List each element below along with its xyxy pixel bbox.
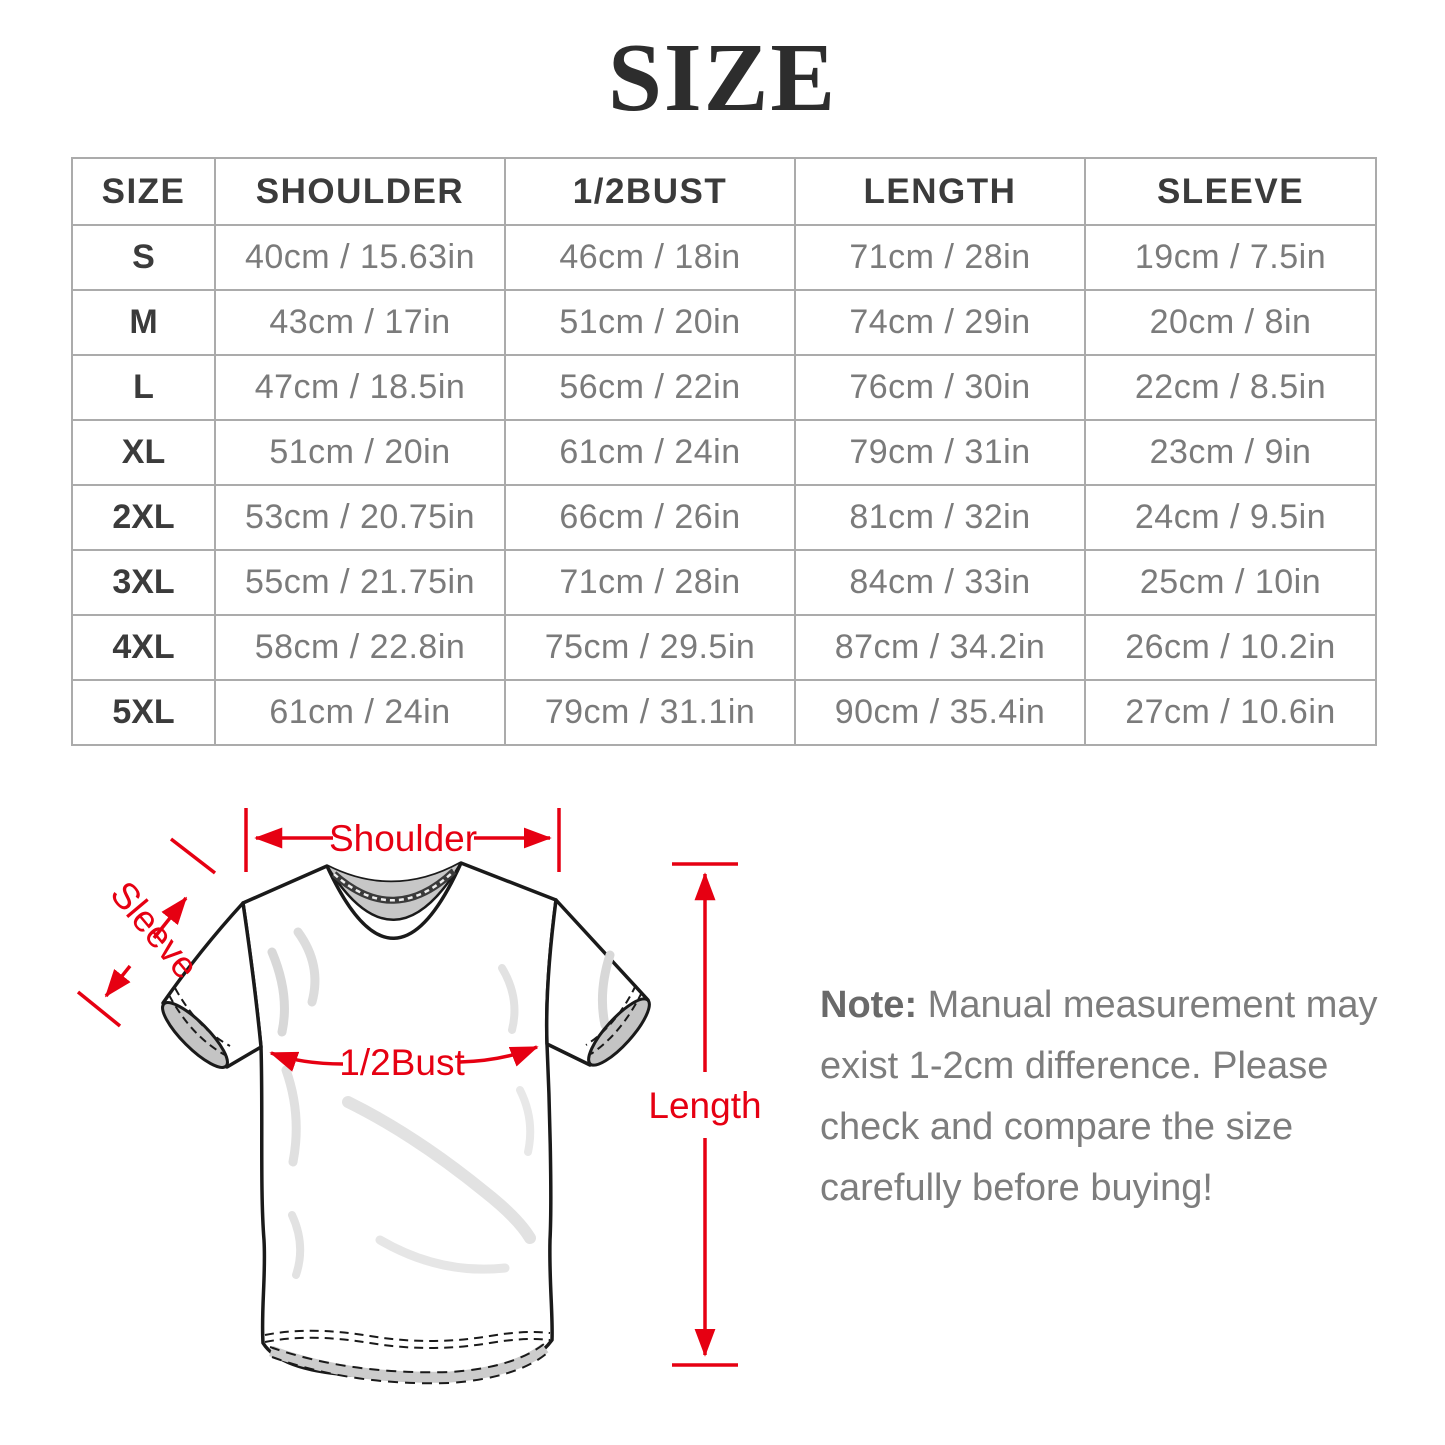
note-line: exist 1-2cm difference. Please — [820, 1045, 1329, 1087]
right-cuff-opening — [587, 997, 651, 1067]
length-cell: 84cm / 33in — [794, 549, 1086, 616]
table-row: S 40cm / 15.63in 46cm / 18in 71cm / 28in… — [71, 224, 1377, 291]
sleeve-dimension-label: Sleeve — [103, 873, 207, 986]
half-bust-cell: 71cm / 28in — [504, 549, 796, 616]
header-cell-length: LENGTH — [794, 157, 1086, 226]
size-cell: L — [71, 354, 216, 421]
header-cell-sleeve: SLEEVE — [1084, 157, 1377, 226]
size-table: SIZE SHOULDER 1/2BUST LENGTH SLEEVE S 40… — [71, 157, 1377, 746]
table-header-row: SIZE SHOULDER 1/2BUST LENGTH SLEEVE — [71, 157, 1377, 226]
shoulder-cell: 40cm / 15.63in — [214, 224, 506, 291]
dimension-lines — [76, 808, 738, 1367]
size-cell: M — [71, 289, 216, 356]
half-bust-cell: 46cm / 18in — [504, 224, 796, 291]
note-line: Note: Manual measurement may — [820, 975, 1380, 1036]
table-row: XL 51cm / 20in 61cm / 24in 79cm / 31in 2… — [71, 419, 1377, 486]
hem-band — [269, 1343, 549, 1383]
shoulder-cell: 51cm / 20in — [214, 419, 506, 486]
shoulder-cell: 47cm / 18.5in — [214, 354, 506, 421]
sleeve-cell: 23cm / 9in — [1084, 419, 1377, 486]
length-cell: 76cm / 30in — [794, 354, 1086, 421]
header-cell-half-bust: 1/2BUST — [504, 157, 796, 226]
sleeve-arrow-down — [104, 964, 132, 998]
size-cell: 3XL — [71, 549, 216, 616]
size-cell: 5XL — [71, 679, 216, 746]
table-row: 3XL 55cm / 21.75in 71cm / 28in 84cm / 33… — [71, 549, 1377, 616]
header-cell-shoulder: SHOULDER — [214, 157, 506, 226]
tshirt-body — [241, 861, 558, 1379]
sleeve-cell: 26cm / 10.2in — [1084, 614, 1377, 681]
bust-arrow-right — [459, 1045, 539, 1067]
note-prefix: Note: — [820, 984, 918, 1026]
table-row: 5XL 61cm / 24in 79cm / 31.1in 90cm / 35.… — [71, 679, 1377, 746]
shoulder-cell: 53cm / 20.75in — [214, 484, 506, 551]
length-cell: 79cm / 31in — [794, 419, 1086, 486]
table-row: 4XL 58cm / 22.8in 75cm / 29.5in 87cm / 3… — [71, 614, 1377, 681]
sleeve-cell: 19cm / 7.5in — [1084, 224, 1377, 291]
bust-arrow-left — [269, 1051, 344, 1072]
size-cell: 4XL — [71, 614, 216, 681]
length-dimension-label: Length — [648, 1085, 761, 1126]
half-bust-cell: 66cm / 26in — [504, 484, 796, 551]
size-cell: 2XL — [71, 484, 216, 551]
shoulder-cell: 55cm / 21.75in — [214, 549, 506, 616]
note-line: carefully before buying! — [820, 1167, 1213, 1209]
shoulder-cell: 43cm / 17in — [214, 289, 506, 356]
wrinkle-shading — [281, 927, 536, 1279]
shoulder-cell: 58cm / 22.8in — [214, 614, 506, 681]
half-bust-cell: 75cm / 29.5in — [504, 614, 796, 681]
tshirt-diagram: Shoulder Sleeve 1/2Bust Length — [76, 808, 762, 1385]
note-line-1: Manual measurement may — [927, 984, 1378, 1026]
shoulder-dimension-label: Shoulder — [329, 818, 477, 859]
sleeve-cell: 27cm / 10.6in — [1084, 679, 1377, 746]
half-bust-cell: 61cm / 24in — [504, 419, 796, 486]
size-cell: S — [71, 224, 216, 291]
page-title: SIZE — [607, 24, 838, 131]
table-row: 2XL 53cm / 20.75in 66cm / 26in 81cm / 32… — [71, 484, 1377, 551]
table-row: M 43cm / 17in 51cm / 20in 74cm / 29in 20… — [71, 289, 1377, 356]
size-cell: XL — [71, 419, 216, 486]
sleeve-arrow-up — [152, 896, 188, 940]
sleeve-cell: 25cm / 10in — [1084, 549, 1377, 616]
sleeve-cell: 20cm / 8in — [1084, 289, 1377, 356]
sleeve-cell: 24cm / 9.5in — [1084, 484, 1377, 551]
note-line: check and compare the size — [820, 1106, 1294, 1148]
tshirt-illustration — [161, 861, 651, 1385]
length-cell: 90cm / 35.4in — [794, 679, 1086, 746]
length-cell: 71cm / 28in — [794, 224, 1086, 291]
shoulder-cell: 61cm / 24in — [214, 679, 506, 746]
sleeve-tick-bottom — [76, 990, 122, 1028]
note-text: Note: Manual measurement may exist 1-2cm… — [820, 975, 1380, 1219]
length-cell: 81cm / 32in — [794, 484, 1086, 551]
half-bust-cell: 51cm / 20in — [504, 289, 796, 356]
table-row: L 47cm / 18.5in 56cm / 22in 76cm / 30in … — [71, 354, 1377, 421]
sleeve-cell: 22cm / 8.5in — [1084, 354, 1377, 421]
half-bust-cell: 56cm / 22in — [504, 354, 796, 421]
length-cell: 87cm / 34.2in — [794, 614, 1086, 681]
left-cuff-opening — [161, 1001, 229, 1069]
half-bust-cell: 79cm / 31.1in — [504, 679, 796, 746]
half-bust-dimension-label: 1/2Bust — [339, 1042, 465, 1083]
length-cell: 74cm / 29in — [794, 289, 1086, 356]
sleeve-tick-top — [169, 837, 217, 875]
header-cell-size: SIZE — [71, 157, 216, 226]
